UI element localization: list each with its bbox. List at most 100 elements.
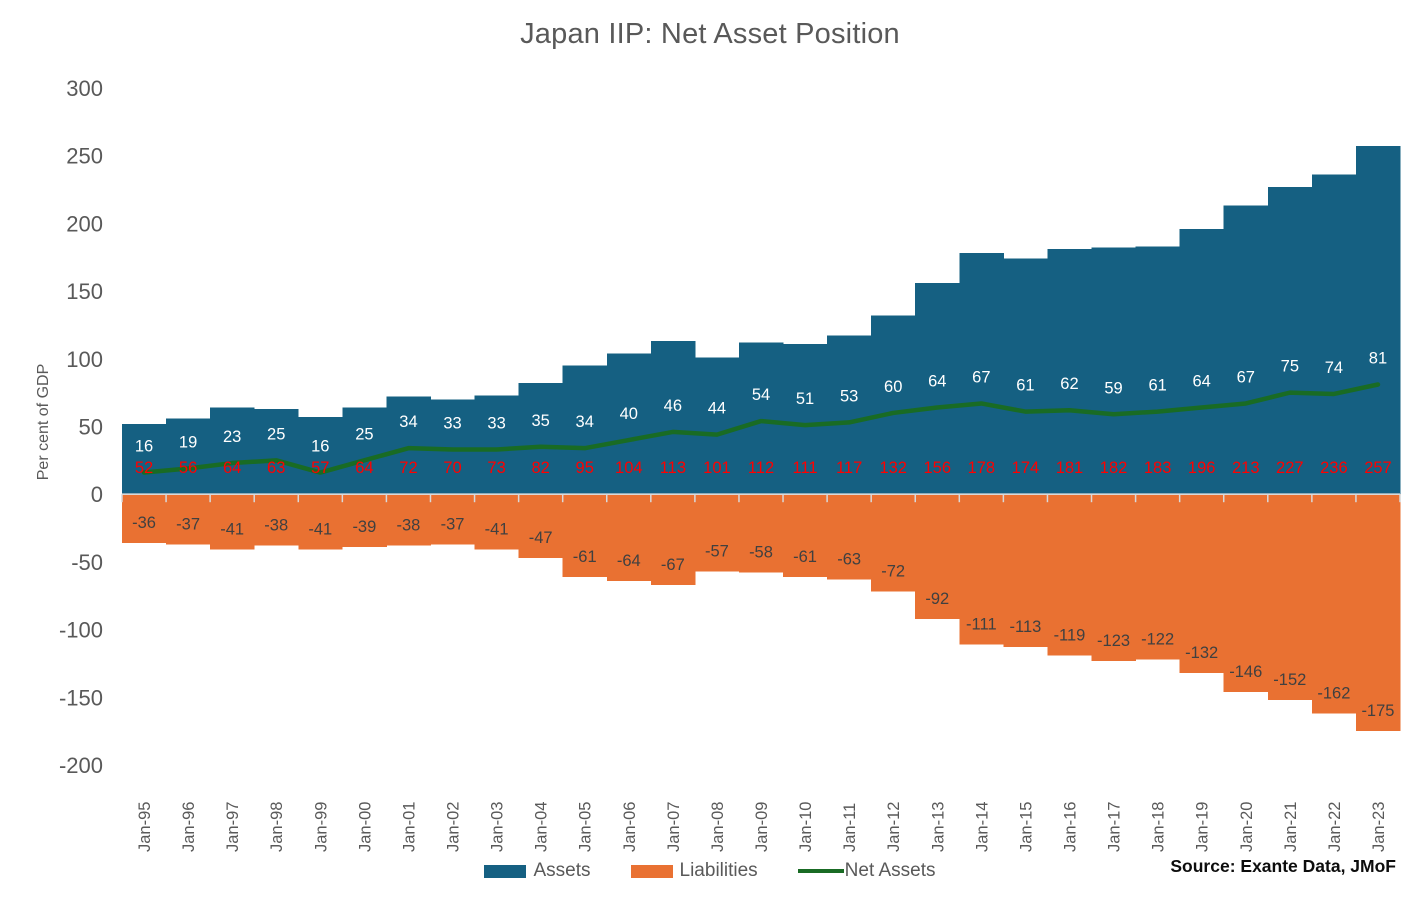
x-axis-label: Jan-14: [973, 802, 991, 852]
assets-bar: [1179, 228, 1225, 495]
assets-label: 181: [1056, 459, 1084, 477]
liabilities-bar: [430, 494, 475, 545]
x-axis-label: Jan-19: [1194, 802, 1212, 852]
assets-label: 111: [793, 459, 818, 477]
legend-label-liabilities: Liabilities: [679, 860, 758, 881]
assets-label: 73: [487, 459, 505, 477]
net-assets-label: 44: [708, 400, 726, 418]
liabilities-label: -36: [132, 514, 156, 532]
liabilities-label: -122: [1141, 630, 1174, 648]
assets-label: 57: [311, 459, 329, 477]
x-axis-label: Jan-03: [489, 802, 507, 852]
assets-label: 52: [135, 459, 153, 477]
liabilities-bar: [1003, 494, 1048, 648]
assets-label: 183: [1144, 459, 1172, 477]
net-assets-label: 16: [311, 438, 329, 456]
liabilities-bar: [1355, 494, 1401, 732]
liabilities-bar: [1091, 494, 1136, 661]
net-assets-label: 67: [972, 368, 990, 386]
x-axis-label: Jan-12: [885, 802, 903, 852]
assets-bar: [298, 417, 343, 495]
liabilities-bar: [606, 494, 652, 581]
assets-label: 104: [615, 459, 643, 477]
y-axis-label: -100: [59, 618, 103, 643]
legend-item-assets: Assets: [484, 860, 591, 882]
assets-bar: [871, 315, 916, 495]
liabilities-bar: [650, 494, 696, 585]
assets-label: 156: [924, 459, 952, 477]
net-assets-label: 62: [1060, 375, 1078, 393]
y-axis-label: -200: [59, 753, 103, 778]
assets-label: 63: [267, 459, 285, 477]
x-axis-label: Jan-11: [841, 803, 859, 852]
liabilities-label: -38: [264, 517, 288, 535]
assets-label: 64: [223, 459, 241, 477]
liabilities-label: -47: [529, 529, 553, 547]
assets-bar: [474, 395, 520, 495]
net-assets-label: 16: [135, 438, 153, 456]
liabilities-bar: [915, 494, 960, 619]
liabilities-bar: [1047, 494, 1092, 656]
y-axis-label: -50: [71, 550, 103, 575]
assets-bar: [518, 383, 564, 495]
net-assets-label: 61: [1148, 377, 1166, 395]
x-axis-label: Jan-06: [621, 802, 639, 852]
liabilities-label: -61: [573, 548, 597, 566]
assets-label: 236: [1320, 459, 1348, 477]
liabilities-label: -41: [485, 521, 509, 539]
net-assets-label: 25: [267, 425, 285, 443]
net-assets-label: 54: [752, 386, 770, 404]
net-assets-label: 40: [620, 405, 638, 423]
liabilities-label: -119: [1054, 626, 1086, 644]
assets-bar: [1311, 174, 1357, 495]
assets-label: 196: [1188, 459, 1216, 477]
assets-bar: [606, 353, 652, 495]
x-axis-label: Jan-04: [533, 802, 551, 852]
net-assets-label: 19: [179, 433, 197, 451]
assets-label: 112: [748, 459, 774, 477]
liabilities-label: -58: [749, 544, 773, 562]
liabilities-bar: [562, 494, 608, 577]
liabilities-label: -146: [1229, 663, 1262, 681]
liabilities-label: -92: [925, 590, 949, 608]
assets-bar: [738, 342, 784, 495]
assets-bar: [1223, 205, 1269, 495]
assets-bar: [210, 407, 255, 495]
liabilities-bar: [166, 494, 211, 545]
net-assets-label: 60: [884, 378, 902, 396]
assets-swatch-icon: [484, 864, 527, 878]
assets-label: 227: [1276, 459, 1304, 477]
x-axis-label: Jan-99: [312, 802, 330, 852]
net-assets-label: 34: [576, 413, 594, 431]
liabilities-bar: [298, 494, 343, 550]
liabilities-label: -64: [617, 552, 641, 570]
liabilities-bar: [1311, 494, 1357, 714]
net-assets-line-swatch-icon: [797, 868, 844, 874]
net-assets-line: [141, 382, 1381, 475]
liabilities-label: -152: [1273, 671, 1306, 689]
liabilities-bar: [871, 494, 916, 592]
liabilities-label: -113: [1010, 618, 1042, 636]
assets-bar: [783, 343, 828, 495]
net-assets-label: 53: [840, 387, 858, 405]
y-axis-label: 200: [66, 211, 103, 236]
liabilities-swatch-icon: [630, 864, 673, 878]
liabilities-label: -41: [308, 521, 332, 539]
assets-label: 182: [1100, 459, 1128, 477]
assets-bar: [1091, 247, 1136, 495]
assets-bar: [1267, 186, 1313, 495]
assets-label: 257: [1364, 459, 1392, 477]
y-axis-label: -150: [59, 685, 103, 710]
liabilities-bar: [386, 494, 431, 546]
x-axis-label: Jan-96: [180, 802, 198, 852]
liabilities-bar: [254, 494, 299, 546]
liabilities-bar: [210, 494, 255, 550]
x-axis-label: Jan-21: [1282, 802, 1300, 852]
assets-label: 178: [968, 459, 996, 477]
assets-bar: [650, 341, 696, 495]
liabilities-label: -175: [1361, 702, 1394, 720]
liabilities-label: -162: [1317, 685, 1350, 703]
x-axis-label: Jan-09: [753, 802, 771, 852]
assets-bar: [827, 335, 872, 495]
